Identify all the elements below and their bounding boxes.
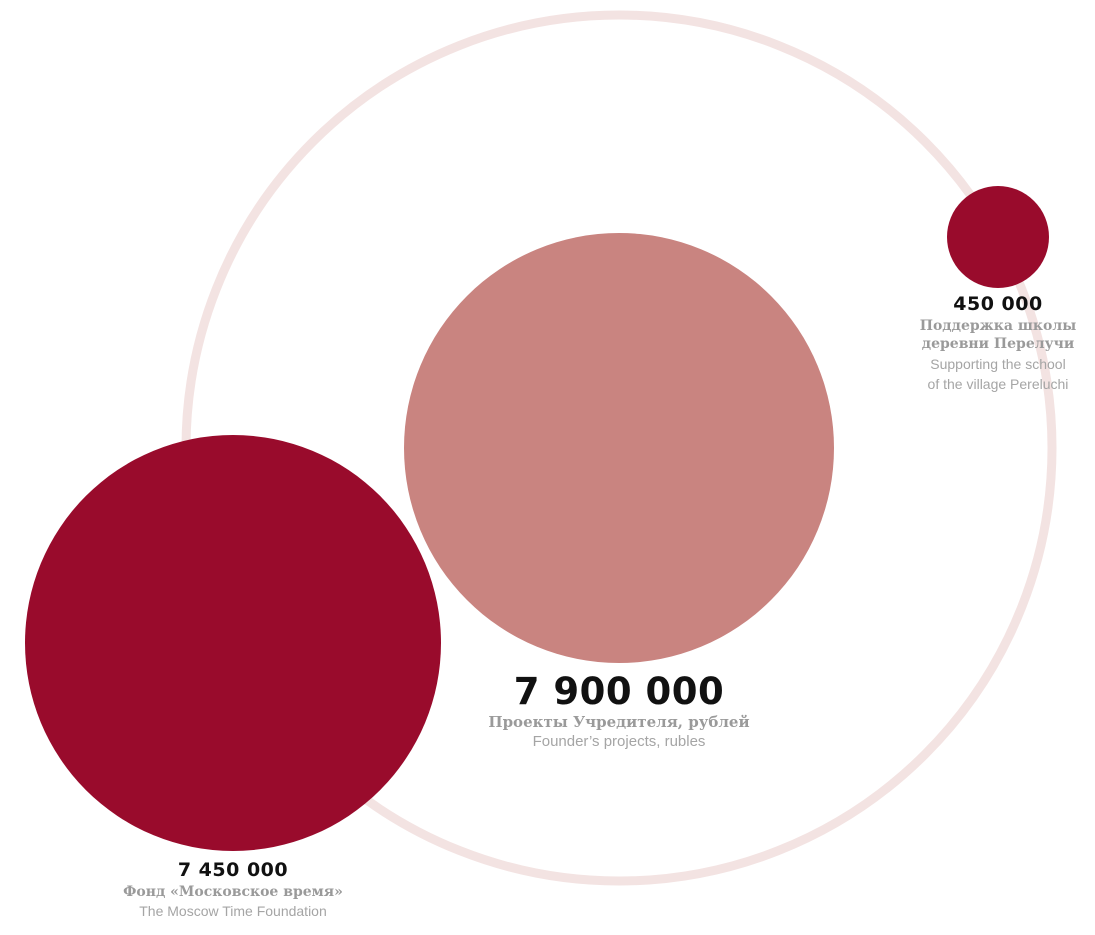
bubble-founder-projects bbox=[404, 233, 834, 663]
bubble-moscow-time-foundation bbox=[25, 435, 441, 851]
pereluchi-school-label-en-line-1: Supporting the school bbox=[930, 356, 1066, 373]
pereluchi-school-label-ru-line-1: Поддержка школы bbox=[919, 318, 1077, 334]
founder-projects-value: 7 900 000 bbox=[513, 670, 725, 713]
bubble-pereluchi-school bbox=[947, 186, 1049, 288]
moscow-time-label-ru: Фонд «Московское время» bbox=[123, 884, 343, 900]
moscow-time-label-en: The Moscow Time Foundation bbox=[139, 903, 327, 920]
pereluchi-school-label: 450 000 Поддержка школы деревни Перелучи… bbox=[920, 292, 1077, 392]
moscow-time-value: 7 450 000 bbox=[177, 859, 289, 881]
pereluchi-school-label-en-line-2: of the village Pereluchi bbox=[927, 376, 1069, 393]
founder-projects-label-ru: Проекты Учредителя, рублей bbox=[488, 713, 750, 731]
founder-projects-label: 7 900 000 Проекты Учредителя, рублей Fou… bbox=[488, 672, 749, 751]
pereluchi-school-value: 450 000 bbox=[953, 293, 1043, 315]
founder-projects-label-en: Founder’s projects, rubles bbox=[532, 733, 706, 751]
pereluchi-school-label-ru-line-2: деревни Перелучи bbox=[921, 336, 1075, 353]
moscow-time-label: 7 450 000 Фонд «Московское время» The Mo… bbox=[123, 858, 343, 919]
